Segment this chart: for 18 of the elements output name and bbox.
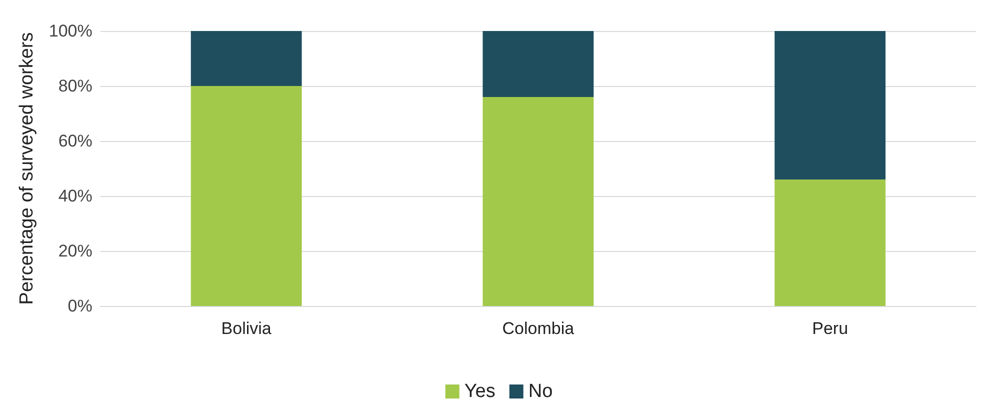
- y-axis-title: Percentage of surveyed workers: [16, 32, 38, 305]
- x-tick-label: Peru: [812, 319, 848, 338]
- bar: [482, 97, 594, 306]
- bar: [774, 31, 886, 180]
- legend-label: No: [528, 381, 553, 402]
- bar: [190, 86, 302, 306]
- y-tick-label: 40%: [58, 186, 92, 206]
- bar: [774, 180, 886, 306]
- x-tick-label: Bolivia: [221, 319, 272, 338]
- bar: [190, 31, 302, 86]
- x-tick-label: Colombia: [502, 319, 575, 338]
- y-tick-label: 80%: [58, 76, 92, 96]
- legend-label: Yes: [464, 381, 496, 402]
- y-tick-label: 20%: [58, 242, 92, 260]
- y-tick-label: 60%: [58, 132, 92, 150]
- y-tick-label: 0%: [68, 296, 92, 316]
- y-tick-label: 100%: [48, 22, 92, 40]
- bar: [482, 31, 594, 97]
